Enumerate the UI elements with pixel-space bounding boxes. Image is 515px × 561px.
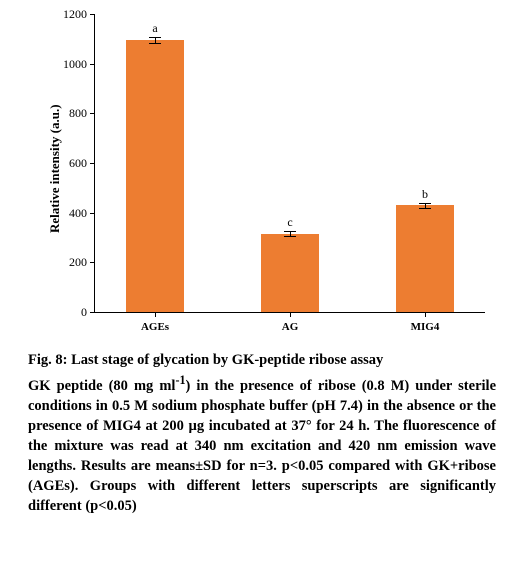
y-axis-label: Relative intensity (a.u.) xyxy=(47,104,63,233)
x-tick xyxy=(155,312,156,317)
category-label: MIG4 xyxy=(385,321,465,333)
bar xyxy=(126,40,184,312)
bar xyxy=(396,205,454,312)
y-tick xyxy=(90,64,95,65)
category-label: AG xyxy=(250,321,330,333)
y-tick-label: 0 xyxy=(53,306,87,318)
plot-area: 020040060080010001200aAGEscAGbMIG4 xyxy=(95,14,485,312)
error-cap xyxy=(284,236,296,237)
y-tick-label: 1200 xyxy=(53,8,87,20)
caption-title: Fig. 8: Last stage of glycation by GK-pe… xyxy=(28,350,496,370)
error-cap xyxy=(419,208,431,209)
y-tick xyxy=(90,113,95,114)
figure-container: 020040060080010001200aAGEscAGbMIG4 Relat… xyxy=(0,0,515,561)
category-label: AGEs xyxy=(115,321,195,333)
bar-annotation: a xyxy=(145,21,165,36)
y-tick xyxy=(90,262,95,263)
figure-caption: Fig. 8: Last stage of glycation by GK-pe… xyxy=(28,350,496,516)
error-cap xyxy=(149,43,161,44)
y-tick xyxy=(90,213,95,214)
x-tick xyxy=(290,312,291,317)
error-cap xyxy=(284,231,296,232)
caption-body: GK peptide (80 mg ml-1) in the presence … xyxy=(28,378,496,514)
y-tick-label: 1000 xyxy=(53,58,87,70)
bar-annotation: c xyxy=(280,215,300,230)
x-tick xyxy=(425,312,426,317)
bar xyxy=(261,234,319,312)
error-cap xyxy=(419,203,431,204)
y-tick xyxy=(90,163,95,164)
error-cap xyxy=(149,37,161,38)
bar-annotation: b xyxy=(415,187,435,202)
y-tick xyxy=(90,14,95,15)
y-tick xyxy=(90,312,95,313)
y-tick-label: 200 xyxy=(53,256,87,268)
